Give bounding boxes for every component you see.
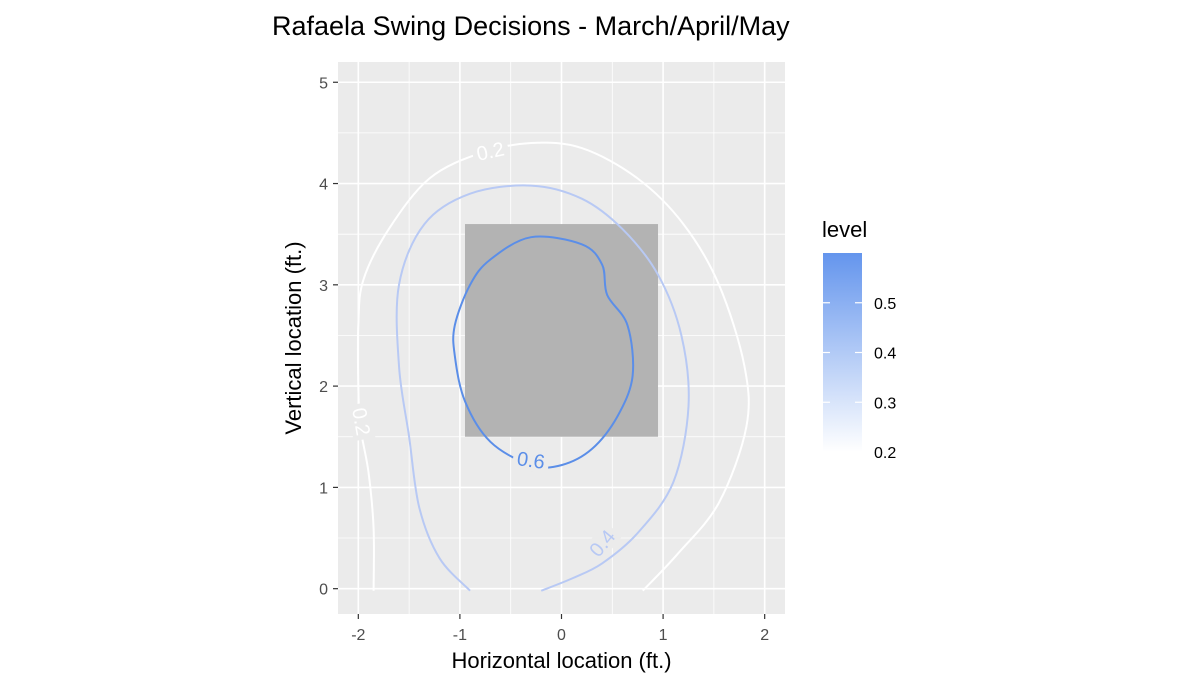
y-tick-label: 4 (319, 177, 328, 194)
legend-label: 0.5 (874, 296, 896, 313)
y-tick-label: 0 (319, 582, 328, 599)
contour-line-0-4 (395, 184, 690, 592)
y-axis-title: Vertical location (ft.) (281, 241, 306, 434)
x-tick-label: 1 (659, 627, 668, 644)
x-tick-label: 2 (760, 627, 769, 644)
y-axis: 0 1 2 3 4 5 (319, 75, 338, 599)
contour-label: 0.6 (516, 448, 547, 474)
y-tick-label: 5 (319, 75, 328, 92)
legend-label: 0.3 (874, 395, 896, 412)
legend-label: 0.4 (874, 346, 896, 363)
y-tick-label: 1 (319, 480, 328, 497)
x-axis-title: Horizontal location (ft.) (451, 648, 671, 673)
contour-line-0-6 (452, 235, 635, 469)
x-tick-label: 0 (557, 627, 566, 644)
chart-title: Rafaela Swing Decisions - March/April/Ma… (272, 11, 790, 41)
x-tick-label: -1 (453, 627, 467, 644)
legend-title: level (822, 217, 867, 242)
contour-label: 0.2 (347, 406, 373, 437)
legend-ticks: 0.2 0.3 0.4 0.5 (823, 296, 896, 462)
contour-labels: 0.20.20.40.6 (347, 136, 623, 564)
y-tick-label: 2 (319, 379, 328, 396)
contour-label-knockout (470, 136, 511, 166)
contour-label-knockout (347, 401, 376, 442)
contour-label-knockout (511, 446, 551, 474)
y-tick-label: 3 (319, 278, 328, 295)
x-tick-label: -2 (351, 627, 365, 644)
legend: level 0.2 0.3 0.4 0.5 (822, 217, 896, 462)
legend-label: 0.2 (874, 445, 896, 462)
x-axis: -2 -1 0 1 2 (351, 614, 769, 644)
contour-label-knockout (582, 522, 623, 564)
